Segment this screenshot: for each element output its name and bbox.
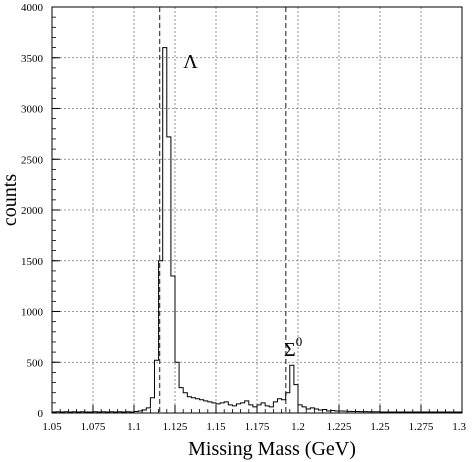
reference-lines: [159, 7, 287, 413]
x-tick-label: 1.125: [163, 421, 188, 433]
x-tick-label: 1.25: [370, 421, 390, 433]
lambda-annotation: Λ: [183, 51, 198, 73]
sigma-annotation-superscript: 0: [296, 334, 303, 349]
x-tick-label: 1.1: [127, 421, 141, 433]
grid-lines: [52, 7, 462, 413]
x-tick-label: 1.275: [409, 421, 434, 433]
x-tick-label: 1.175: [245, 421, 270, 433]
x-tick-label: 1.15: [206, 421, 226, 433]
x-axis-label: Missing Mass (GeV): [188, 438, 356, 460]
y-tick-label: 0: [38, 408, 44, 420]
y-tick-label: 4000: [21, 2, 44, 14]
x-tick-label: 1.075: [81, 421, 106, 433]
y-tick-label: 2500: [21, 154, 44, 166]
x-tick-label: 1.3: [452, 421, 466, 433]
x-tick-label: 1.225: [327, 421, 352, 433]
sigma-annotation: Σ0: [284, 334, 302, 361]
histogram-series: [51, 47, 462, 413]
y-tick-label: 3000: [21, 104, 44, 116]
y-tick-label: 3500: [21, 53, 44, 65]
y-tick-label: 500: [27, 357, 44, 369]
x-tick-label: 1.2: [291, 421, 305, 433]
y-tick-label: 1000: [21, 307, 44, 319]
tick-labels: 1.05 1.075 1.1 1.125 1.15 1.175 1.2 1.225 1.25 1.…: [21, 2, 467, 433]
y-tick-label: 2000: [21, 205, 44, 217]
x-tick-label: 1.05: [42, 421, 62, 433]
y-tick-label: 1500: [21, 256, 44, 268]
y-axis-label: counts: [0, 174, 21, 226]
axis-ticks: [51, 6, 463, 414]
sigma-annotation-base: Σ: [284, 339, 296, 361]
